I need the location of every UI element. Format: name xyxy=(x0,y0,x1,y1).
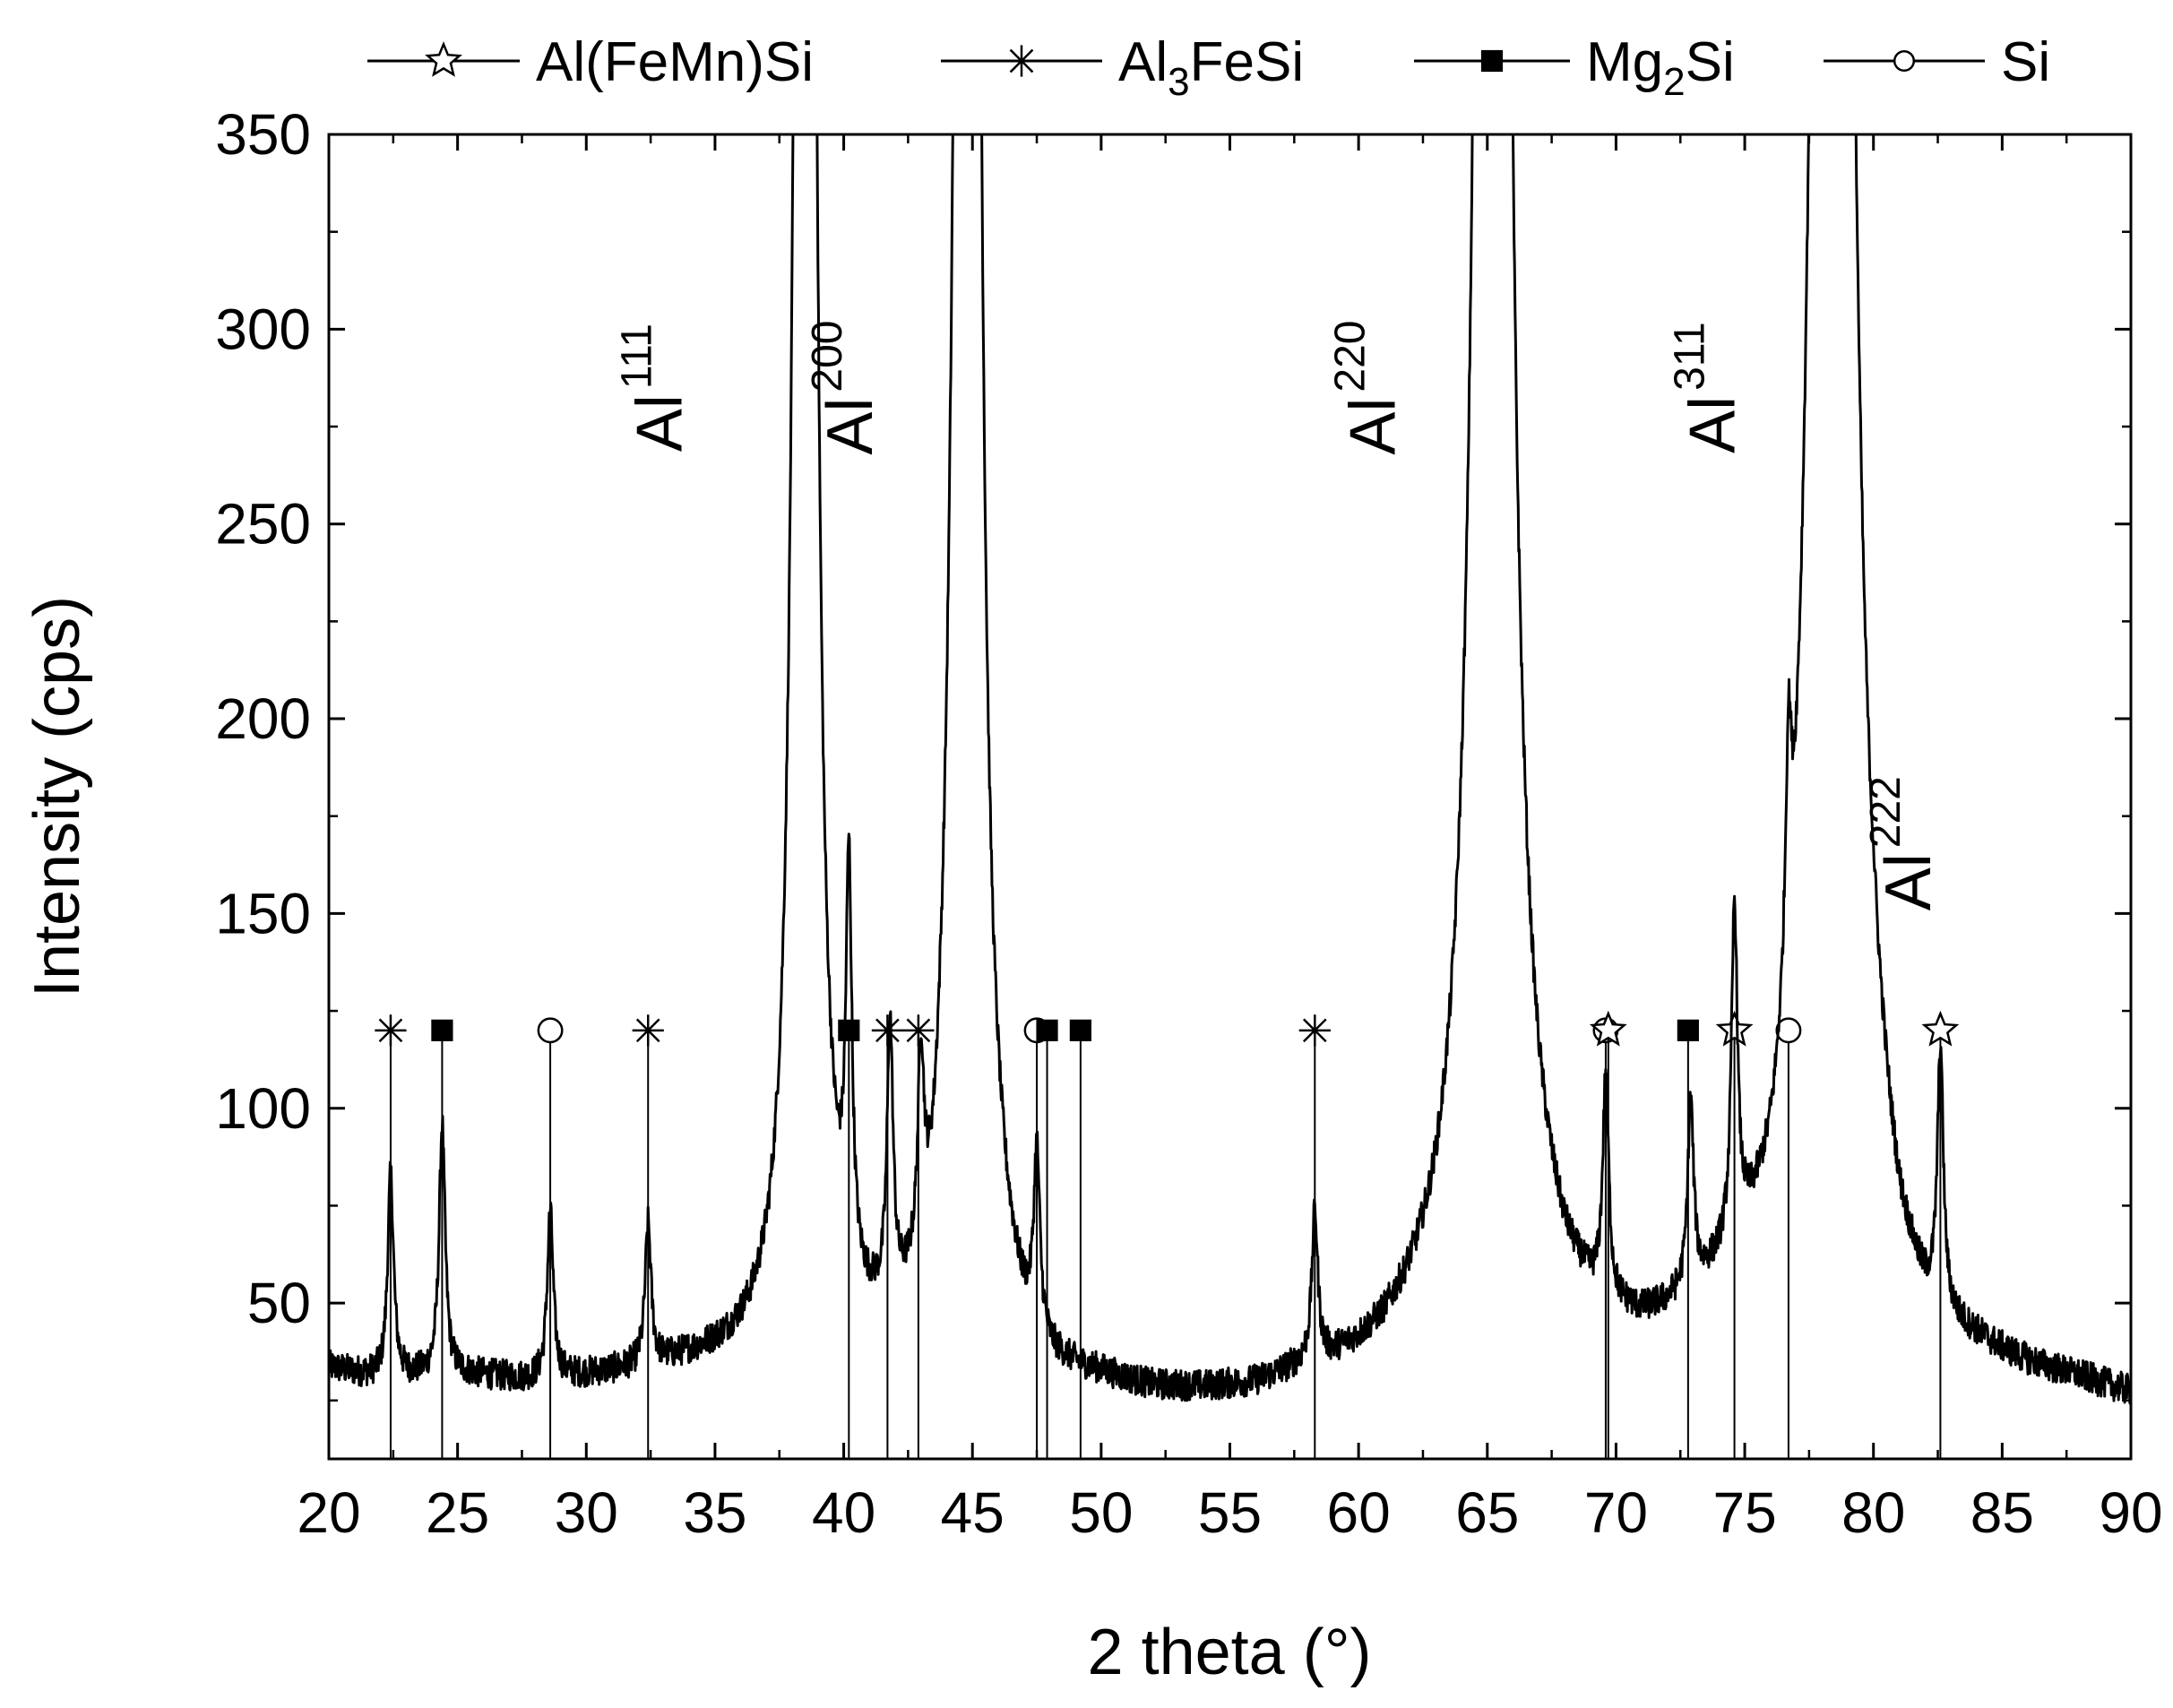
legend-entry-si: Si xyxy=(1824,31,2050,93)
legend-label-mg2si: Mg2Si xyxy=(1586,31,1735,104)
legend-label-mg2si-rest: Si xyxy=(1686,31,1735,93)
y-tick-label: 250 xyxy=(215,492,311,556)
x-tick-label: 70 xyxy=(1584,1480,1648,1545)
x-tick-label: 50 xyxy=(1069,1480,1133,1545)
legend-label-al3fesi-main: Al xyxy=(1118,31,1168,93)
reference-marker-circle xyxy=(1775,1017,1802,1459)
reference-marker-square xyxy=(1677,1019,1699,1459)
square-marker xyxy=(1480,49,1504,73)
xrd-pattern-line xyxy=(329,134,2131,1405)
legend-label-mg2si-main: Mg xyxy=(1586,31,1663,93)
annotation-al222: Al 222 xyxy=(1862,776,1944,910)
asterisk-marker xyxy=(632,1014,664,1047)
circle-marker xyxy=(1893,49,1916,73)
y-axis-title: Intensity (cps) xyxy=(22,596,93,997)
legend-entry-mg2si: Mg2Si xyxy=(1414,31,1735,104)
annotation-al200: Al 200 xyxy=(804,321,886,455)
legend-label-mg2si-sub: 2 xyxy=(1663,60,1685,104)
reference-marker-square xyxy=(431,1019,453,1459)
annotation-sub: 111 xyxy=(614,323,661,389)
square-marker xyxy=(431,1019,453,1041)
reference-marker-asterisk xyxy=(632,1014,664,1459)
star-marker xyxy=(1589,1010,1627,1047)
reference-marker-star xyxy=(1715,1010,1754,1459)
reference-marker-square xyxy=(1036,1019,1058,1459)
reference-marker-asterisk xyxy=(1298,1014,1331,1459)
legend-label-alfemnsi: Al(FeMn)Si xyxy=(536,31,814,93)
peak-annotations: Al 111 Al 200 Al 220 Al 311 Al 222 xyxy=(614,321,1944,911)
annotation-sub: 311 xyxy=(1667,322,1714,391)
x-axis-title: 2 theta (°) xyxy=(1088,1617,1372,1688)
x-tick-label: 80 xyxy=(1841,1480,1905,1545)
x-tick-label: 75 xyxy=(1712,1480,1776,1545)
star-marker-icon xyxy=(425,41,462,77)
reference-marker-circle xyxy=(1023,1017,1050,1459)
square-marker xyxy=(1036,1019,1058,1041)
legend-label-al3fesi-rest: FeSi xyxy=(1190,31,1304,93)
legend-label-si: Si xyxy=(2001,31,2050,93)
x-tick-label: 55 xyxy=(1198,1480,1262,1545)
reference-marker-square xyxy=(838,1019,860,1459)
circle-marker-icon xyxy=(1893,49,1916,73)
annotation-main: Al xyxy=(625,394,696,452)
asterisk-marker xyxy=(1005,45,1038,77)
annotation-sub: 222 xyxy=(1862,776,1910,848)
asterisk-marker xyxy=(902,1014,935,1047)
star-marker xyxy=(425,41,462,77)
x-tick-label: 85 xyxy=(1970,1480,2034,1545)
legend: Al(FeMn)Si Al3FeSi Mg2Si Si xyxy=(367,31,2050,104)
reference-marker-square xyxy=(1069,1019,1091,1459)
star-marker xyxy=(1715,1010,1754,1047)
x-tick-label: 65 xyxy=(1455,1480,1519,1545)
square-marker xyxy=(838,1019,860,1041)
x-tick-label: 35 xyxy=(683,1480,746,1545)
annotation-main: Al xyxy=(1873,853,1944,910)
star-marker xyxy=(1921,1010,1960,1047)
annotation-main: Al xyxy=(815,398,886,455)
y-tick-label: 100 xyxy=(215,1076,311,1141)
reference-marker-circle xyxy=(537,1017,564,1459)
annotation-al111: Al 111 xyxy=(614,323,696,452)
y-tick-label: 300 xyxy=(215,297,311,361)
plot-frame xyxy=(327,133,2133,1461)
square-marker xyxy=(1677,1019,1699,1041)
asterisk-marker xyxy=(1298,1014,1331,1047)
x-tick-label: 20 xyxy=(297,1480,360,1545)
plot-area xyxy=(329,134,2131,1459)
reference-marker-asterisk xyxy=(375,1014,407,1459)
square-marker-icon xyxy=(1480,49,1504,73)
asterisk-marker xyxy=(375,1014,407,1047)
y-tick-label: 200 xyxy=(215,686,311,751)
asterisk-marker xyxy=(871,1014,904,1047)
reference-markers xyxy=(375,1010,1960,1459)
x-tick-label: 25 xyxy=(426,1480,489,1545)
legend-entry-alfemnsi: Al(FeMn)Si xyxy=(367,31,814,93)
circle-marker xyxy=(1775,1017,1802,1044)
axis-ticks: 20 25 30 35 40 45 50 55 60 65 70 75 80 85 90 50 100 150 20… xyxy=(215,102,2162,1545)
y-tick-label: 50 xyxy=(247,1271,311,1335)
x-tick-label: 45 xyxy=(941,1480,1005,1545)
circle-marker xyxy=(537,1017,564,1044)
legend-entry-al3fesi: Al3FeSi xyxy=(941,31,1304,104)
y-tick-label: 350 xyxy=(215,102,311,167)
annotation-al311: Al 311 xyxy=(1667,322,1749,453)
annotation-sub: 200 xyxy=(804,321,851,392)
legend-label-al3fesi: Al3FeSi xyxy=(1118,31,1304,104)
legend-label-al3fesi-sub: 3 xyxy=(1168,60,1189,104)
x-tick-label: 30 xyxy=(555,1480,618,1545)
x-tick-label: 90 xyxy=(2099,1480,2162,1545)
square-marker xyxy=(1069,1019,1091,1041)
asterisk-marker-icon xyxy=(1005,45,1038,77)
reference-marker-star xyxy=(1921,1010,1960,1459)
annotation-main: Al xyxy=(1337,398,1409,455)
x-tick-label: 60 xyxy=(1327,1480,1391,1545)
annotation-main: Al xyxy=(1677,396,1749,453)
y-tick-label: 150 xyxy=(215,881,311,945)
annotation-al220: Al 220 xyxy=(1326,321,1409,455)
x-tick-label: 40 xyxy=(812,1480,875,1545)
annotation-sub: 220 xyxy=(1326,321,1374,392)
